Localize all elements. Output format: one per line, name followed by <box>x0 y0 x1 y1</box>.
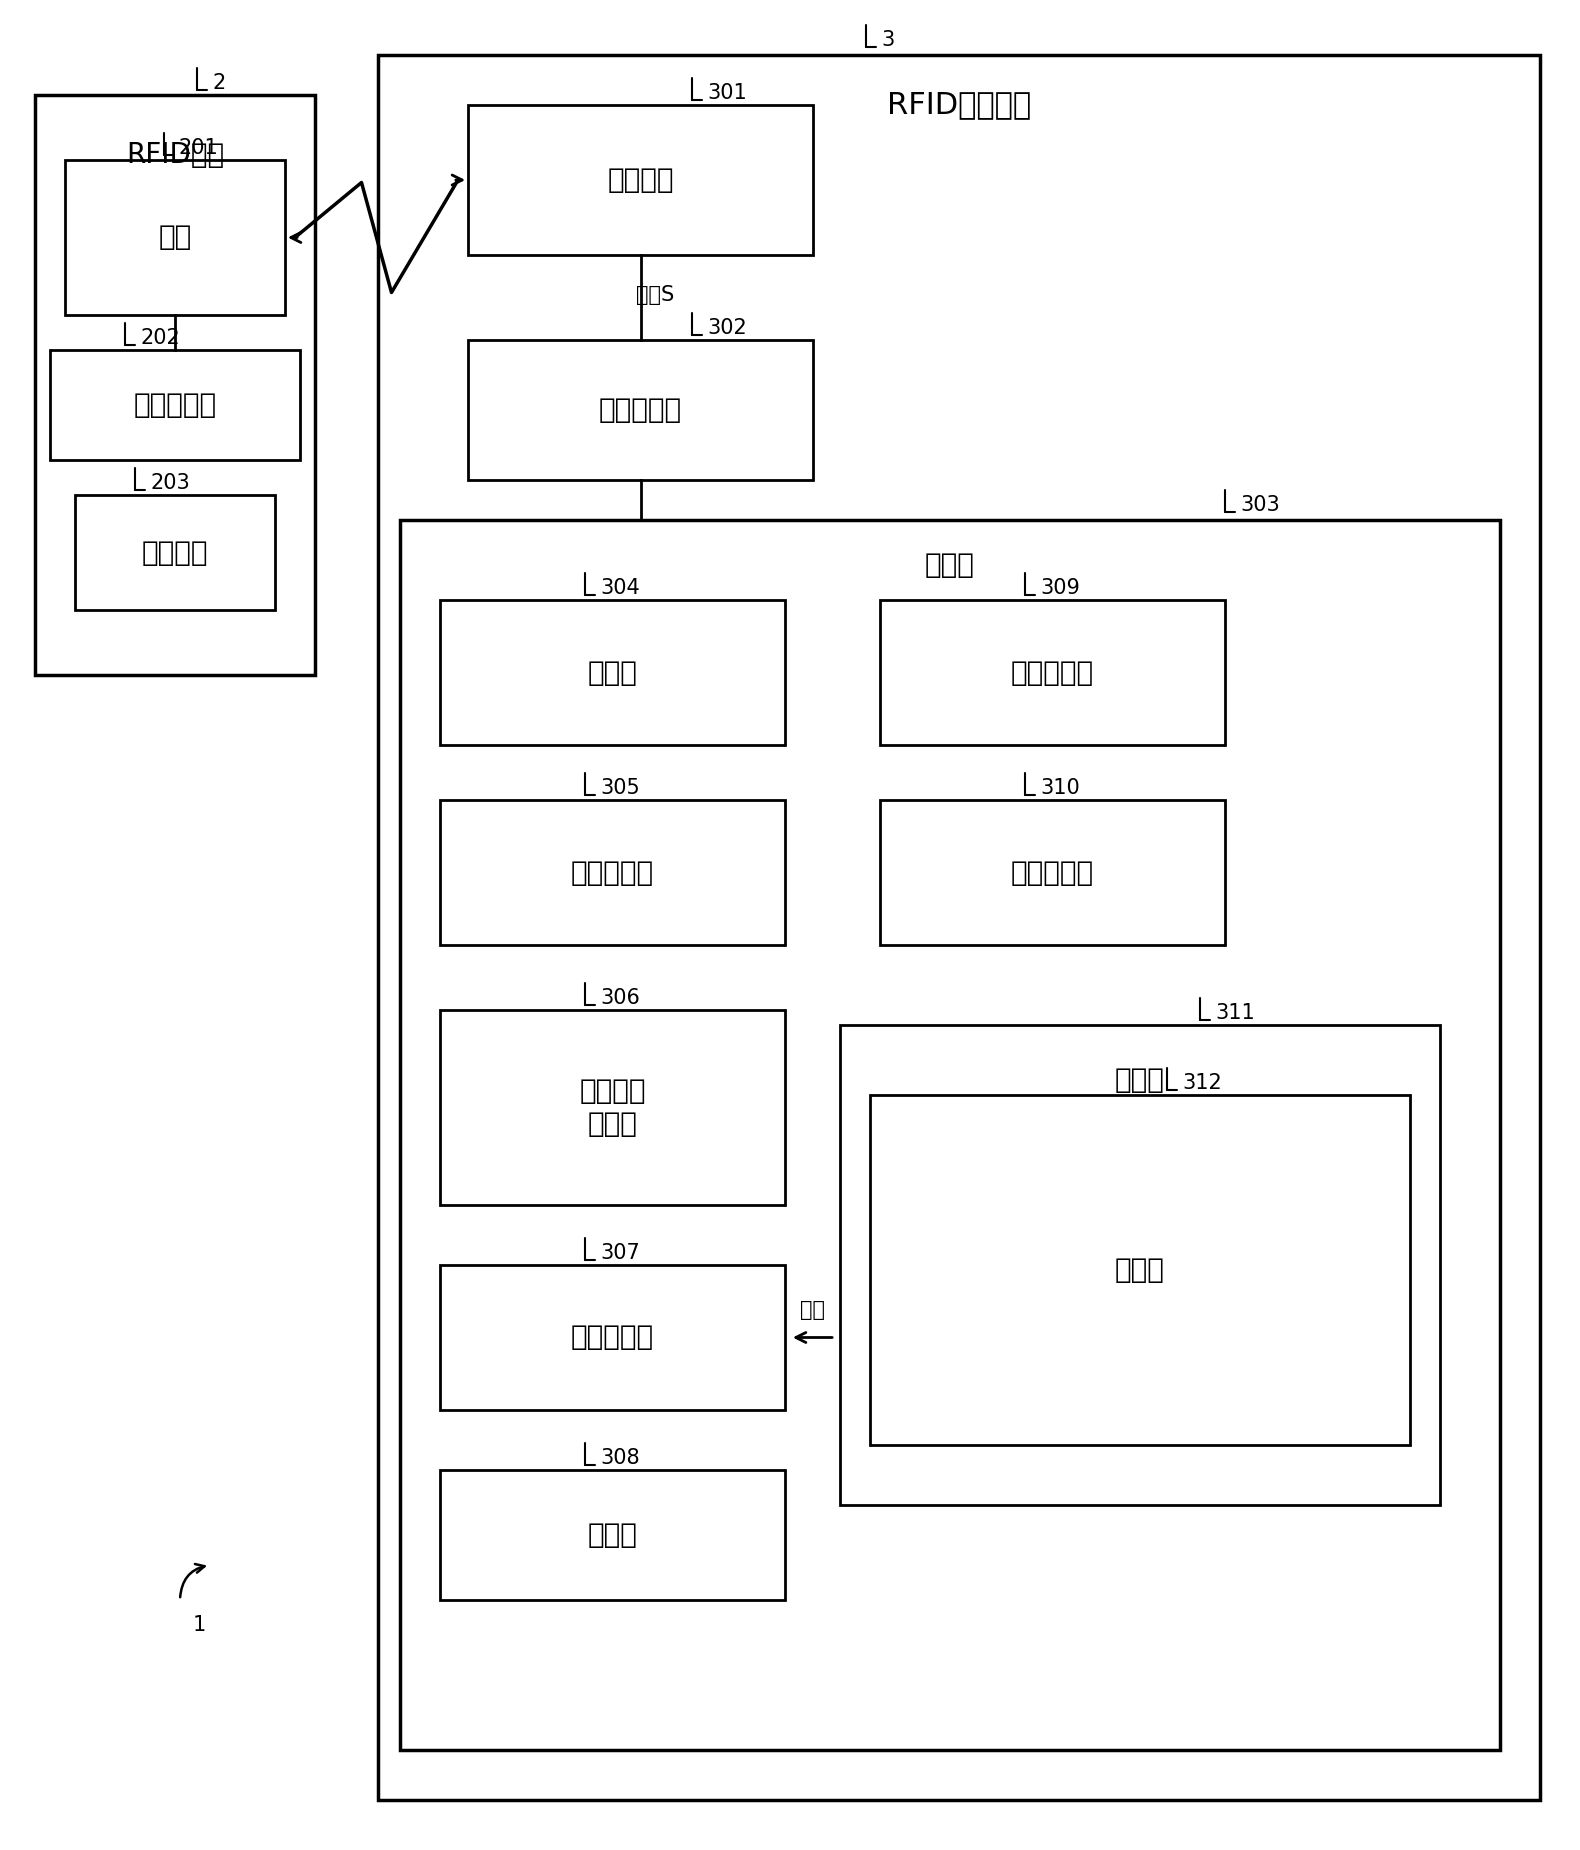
Text: RFID通信装置: RFID通信装置 <box>886 91 1032 120</box>
Bar <box>468 340 814 479</box>
Bar <box>400 520 1499 1750</box>
Text: 304: 304 <box>600 579 640 598</box>
Text: 1: 1 <box>193 1615 207 1635</box>
Text: 308: 308 <box>600 1449 640 1469</box>
Text: 信号强度
测定部: 信号强度 测定部 <box>580 1077 646 1138</box>
Text: 307: 307 <box>600 1243 640 1264</box>
Text: 天线: 天线 <box>158 224 191 252</box>
Bar <box>51 350 300 461</box>
Text: 305: 305 <box>600 779 640 799</box>
Bar <box>74 496 275 610</box>
Bar <box>378 56 1540 1800</box>
Text: 312: 312 <box>1182 1073 1221 1093</box>
Text: 2: 2 <box>212 74 226 92</box>
Text: 309: 309 <box>1040 579 1079 598</box>
Text: 201: 201 <box>179 139 218 159</box>
Text: 告知部: 告知部 <box>588 1521 637 1548</box>
Text: 断线探测部: 断线探测部 <box>570 1323 654 1352</box>
Text: 主站天线: 主站天线 <box>607 166 673 194</box>
Bar <box>439 799 785 945</box>
Text: 标签收发部: 标签收发部 <box>133 390 216 418</box>
Text: 收发控制部: 收发控制部 <box>1011 858 1093 886</box>
Bar <box>439 1010 785 1204</box>
Bar <box>871 1095 1409 1445</box>
Bar <box>880 799 1224 945</box>
Text: 203: 203 <box>150 474 190 494</box>
Text: 303: 303 <box>1240 496 1280 516</box>
Text: 301: 301 <box>708 83 747 104</box>
Text: 202: 202 <box>141 329 180 348</box>
Text: 3: 3 <box>882 30 894 50</box>
Text: RFID标签: RFID标签 <box>126 141 224 168</box>
Text: 识别部: 识别部 <box>588 659 637 686</box>
Text: 306: 306 <box>600 988 640 1008</box>
Text: 命令受理部: 命令受理部 <box>1011 659 1093 686</box>
Bar <box>35 94 314 675</box>
Text: 信号S: 信号S <box>637 285 675 305</box>
Bar <box>439 1265 785 1410</box>
Text: 310: 310 <box>1040 779 1079 799</box>
Text: 302: 302 <box>708 318 747 339</box>
Text: 主站收发部: 主站收发部 <box>599 396 683 424</box>
Text: 311: 311 <box>1215 1003 1255 1023</box>
Bar <box>468 105 814 255</box>
Text: 比较: 比较 <box>799 1299 825 1319</box>
Bar <box>880 599 1224 746</box>
Text: 存储部: 存储部 <box>1115 1066 1164 1093</box>
Text: 日志生成部: 日志生成部 <box>570 858 654 886</box>
Text: 识别信息: 识别信息 <box>142 538 209 566</box>
Text: 日志表: 日志表 <box>1115 1256 1164 1284</box>
Bar <box>65 159 284 314</box>
Bar <box>841 1025 1439 1506</box>
Bar <box>439 1471 785 1600</box>
Text: 控制部: 控制部 <box>924 551 975 579</box>
Bar <box>439 599 785 746</box>
